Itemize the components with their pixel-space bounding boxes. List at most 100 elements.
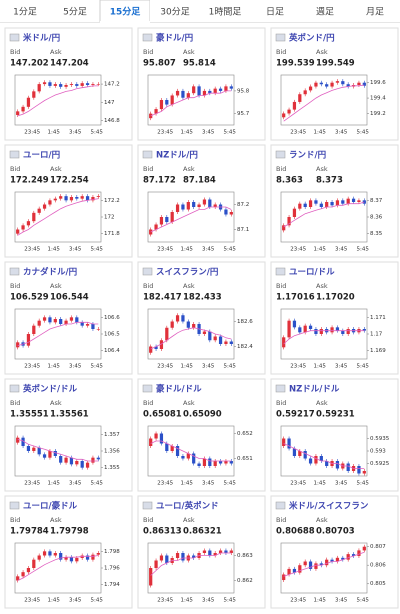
candle-body <box>42 551 47 556</box>
tab[interactable] <box>0 0 50 22</box>
bid-label: Bid <box>10 165 20 173</box>
x-tick-label: 1:45 <box>181 481 194 487</box>
pair-name[interactable]: ユーロ/円 <box>23 151 60 161</box>
tab[interactable] <box>150 0 200 22</box>
pair-name[interactable]: NZドル/ドル <box>289 385 340 395</box>
candle-body <box>330 327 334 333</box>
candle-body <box>314 456 318 464</box>
bid-label: Bid <box>143 48 153 56</box>
candle-body <box>362 546 366 551</box>
bid-value: 199.539 <box>276 59 315 69</box>
bid-value: 172.249 <box>10 176 49 186</box>
tab-label[interactable]: 5分足 <box>63 7 87 18</box>
pair-name[interactable]: ユーロ/ドル <box>289 268 335 278</box>
pair-name[interactable]: 英ポンド/円 <box>288 33 335 44</box>
pair-name[interactable]: 米ドル/スイスフラン <box>289 501 369 512</box>
ask-label: Ask <box>50 48 62 56</box>
candle-body <box>64 557 68 560</box>
flag <box>142 150 153 159</box>
tab[interactable] <box>50 0 100 22</box>
flag <box>275 150 286 159</box>
tab-label[interactable]: 週足 <box>316 7 334 18</box>
candle-body <box>91 457 95 463</box>
pair-name[interactable]: NZドル/円 <box>156 151 198 161</box>
pair-name[interactable]: 豪ドル/ドル <box>156 384 202 395</box>
bid-value: 1.17016 <box>276 293 315 303</box>
card-frame <box>4 378 133 492</box>
tab-label[interactable]: 30分足 <box>160 7 189 18</box>
tab[interactable] <box>200 0 250 22</box>
pair-name[interactable]: 豪ドル/円 <box>156 33 193 44</box>
pair-name[interactable]: ユーロ/豪ドル <box>23 501 78 512</box>
x-tick-label: 5:45 <box>224 598 237 604</box>
tab-label[interactable]: 15分足 <box>110 6 142 18</box>
x-tick-label: 1:45 <box>48 481 61 487</box>
moving-average <box>283 443 365 469</box>
candle-body <box>292 448 297 456</box>
candle-body <box>69 84 74 85</box>
flag <box>142 33 153 42</box>
plot-frame <box>280 74 368 126</box>
candle-body <box>303 203 307 207</box>
pair-name[interactable]: ユーロ/英ポンド <box>156 501 219 512</box>
x-tick-label: 23:45 <box>24 598 40 604</box>
candle-body <box>298 94 302 102</box>
candle-body <box>202 331 207 334</box>
candle-body <box>59 84 63 87</box>
card-frame <box>4 261 133 375</box>
candle-body <box>59 196 63 199</box>
x-tick-label: 3:45 <box>202 598 215 604</box>
candle-body <box>303 561 307 566</box>
candle-body <box>32 212 36 222</box>
ask-label: Ask <box>183 399 195 407</box>
candle-body <box>149 438 153 446</box>
plot-frame <box>147 191 235 243</box>
candle-body <box>325 461 329 466</box>
tab-label[interactable]: 1時間足 <box>209 7 242 18</box>
pair-name[interactable]: ランド/円 <box>289 151 326 161</box>
pair-name[interactable]: カナダドル/円 <box>23 267 77 278</box>
flag <box>9 33 20 42</box>
candle-body <box>165 217 169 222</box>
pair-name[interactable]: 米ドル/円 <box>23 33 60 44</box>
pair-name[interactable]: スイスフラン/円 <box>156 268 218 278</box>
y-tick-label: 106.6 <box>104 315 120 321</box>
tab-label[interactable]: 1分足 <box>13 7 37 18</box>
candle-body <box>48 82 52 86</box>
candle-body <box>181 456 185 459</box>
candle-body <box>154 109 158 114</box>
bid-label: Bid <box>10 516 20 524</box>
tab-label[interactable]: 日足 <box>266 7 284 18</box>
tab[interactable] <box>300 0 350 22</box>
y-tick-label: 0.862 <box>237 578 253 584</box>
candle-body <box>59 456 63 463</box>
x-tick-label: 3:45 <box>202 481 215 487</box>
x-tick-label: 1:45 <box>314 364 327 370</box>
ask-label: Ask <box>183 48 195 56</box>
tab-label[interactable]: 月足 <box>366 7 384 18</box>
tab[interactable] <box>350 0 400 22</box>
candle-body <box>213 553 217 556</box>
candle-body <box>314 329 318 334</box>
candle-body <box>341 200 345 204</box>
tab[interactable] <box>250 0 300 22</box>
candle-body <box>21 106 25 112</box>
bid-label: Bid <box>143 399 153 407</box>
candle-body <box>21 437 25 446</box>
pair-name[interactable]: 英ポンド/ドル <box>22 384 78 395</box>
